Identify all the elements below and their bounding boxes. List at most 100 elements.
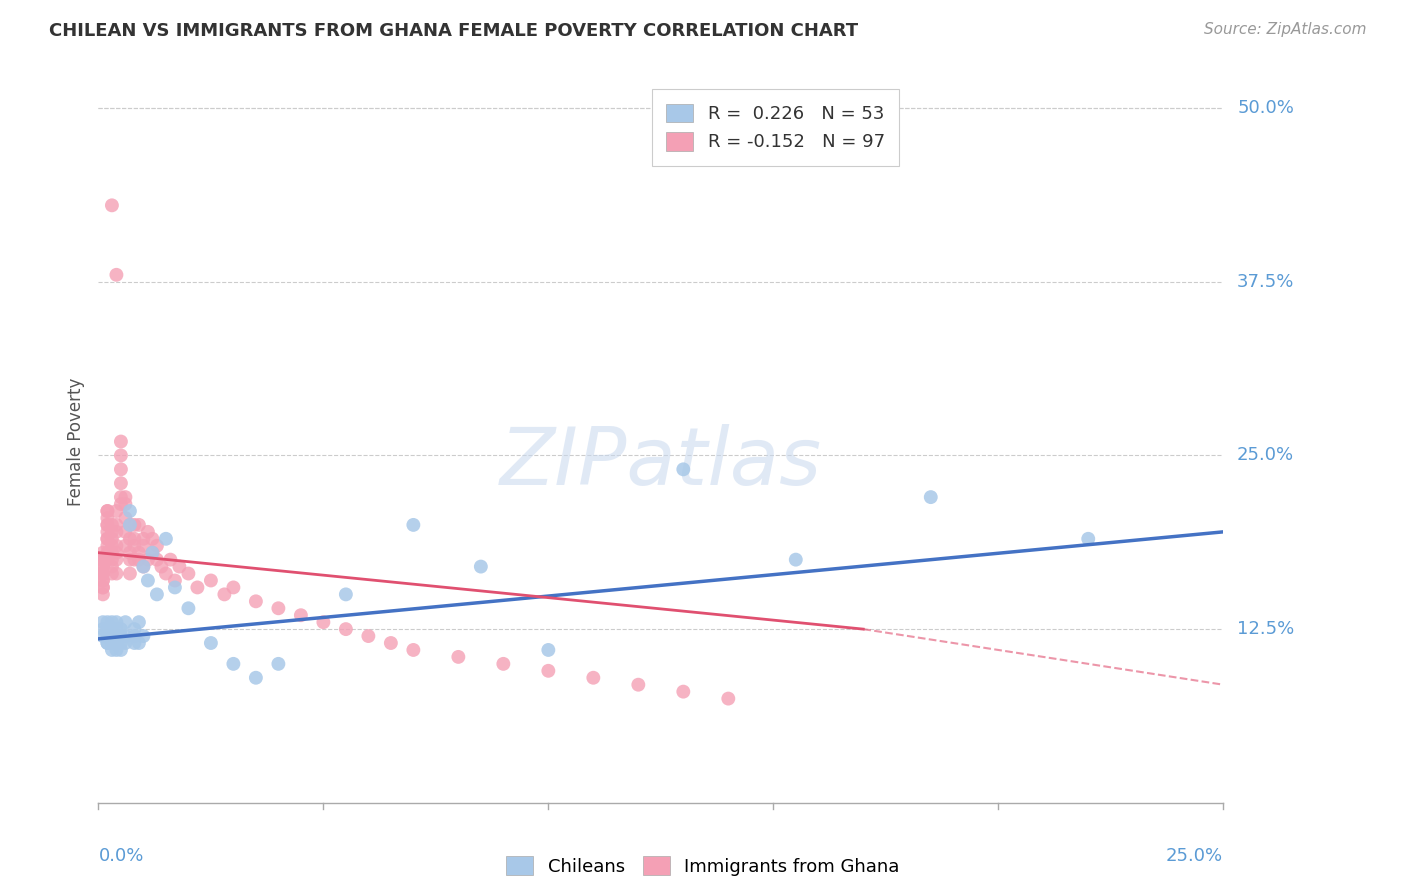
Point (105, 629, 128, 643)
Point (96, 517, 118, 532)
Point (101, 539, 124, 553)
Point (91, 552, 114, 566)
Point (114, 629, 136, 643)
Point (96, 504, 118, 518)
Point (146, 539, 169, 553)
Point (96, 532, 118, 546)
Point (105, 622, 128, 636)
Y-axis label: Female Poverty: Female Poverty (66, 377, 84, 506)
Point (96, 511, 118, 525)
Point (110, 449, 132, 463)
Point (155, 532, 177, 546)
Point (118, 504, 141, 518)
Point (101, 524, 124, 539)
Point (1077, 532, 1099, 546)
Point (96, 532, 118, 546)
Text: ZIPatlas: ZIPatlas (499, 425, 823, 502)
Point (105, 504, 128, 518)
Point (136, 574, 159, 588)
Point (110, 622, 132, 636)
Point (110, 490, 132, 504)
Text: Source: ZipAtlas.com: Source: ZipAtlas.com (1204, 22, 1367, 37)
Point (105, 539, 128, 553)
Point (118, 546, 141, 560)
Point (267, 601, 290, 615)
Point (91, 587, 114, 601)
Point (141, 546, 163, 560)
Point (380, 636, 402, 650)
Point (470, 559, 492, 574)
Point (118, 517, 141, 532)
Point (101, 629, 124, 643)
Point (357, 629, 380, 643)
Point (402, 517, 425, 532)
Point (163, 581, 186, 595)
Point (105, 546, 128, 560)
Point (96, 615, 118, 630)
Point (159, 552, 181, 566)
Point (96, 552, 118, 566)
Point (91, 574, 114, 588)
Point (91, 566, 114, 581)
Text: 37.5%: 37.5% (1237, 273, 1295, 291)
Point (91, 559, 114, 574)
Point (91, 581, 114, 595)
Point (177, 601, 200, 615)
Point (128, 517, 150, 532)
Point (105, 268, 128, 282)
Point (91, 552, 114, 566)
Point (91, 566, 114, 581)
Point (114, 524, 136, 539)
Point (245, 594, 267, 608)
Point (101, 517, 124, 532)
Text: 25.0%: 25.0% (1166, 847, 1223, 865)
Point (91, 546, 114, 560)
Text: 0.0%: 0.0% (98, 847, 143, 865)
Point (312, 615, 335, 630)
Point (132, 532, 155, 546)
Point (141, 532, 163, 546)
Text: CHILEAN VS IMMIGRANTS FROM GHANA FEMALE POVERTY CORRELATION CHART: CHILEAN VS IMMIGRANTS FROM GHANA FEMALE … (49, 22, 858, 40)
Point (101, 198, 124, 212)
Point (91, 629, 114, 643)
Point (402, 643, 425, 657)
Point (222, 657, 245, 671)
Point (101, 643, 124, 657)
Point (128, 636, 150, 650)
Point (96, 636, 118, 650)
Point (101, 629, 124, 643)
Point (335, 587, 357, 601)
Point (105, 524, 128, 539)
Point (110, 434, 132, 449)
Point (101, 622, 124, 636)
Point (118, 532, 141, 546)
Point (132, 629, 155, 643)
Point (96, 546, 118, 560)
Point (91, 559, 114, 574)
Point (114, 497, 136, 511)
Point (110, 636, 132, 650)
Point (124, 532, 146, 546)
Point (717, 691, 740, 706)
Legend: R =  0.226   N = 53, R = -0.152   N = 97: R = 0.226 N = 53, R = -0.152 N = 97 (652, 89, 900, 166)
Point (582, 671, 605, 685)
Point (146, 587, 169, 601)
Point (672, 684, 695, 698)
Point (91, 622, 114, 636)
Point (245, 671, 267, 685)
Point (492, 657, 515, 671)
Point (96, 636, 118, 650)
Point (114, 636, 136, 650)
Point (110, 497, 132, 511)
Point (101, 566, 124, 581)
Point (96, 539, 118, 553)
Point (96, 622, 118, 636)
Point (96, 517, 118, 532)
Point (114, 615, 136, 630)
Point (214, 587, 236, 601)
Point (128, 546, 150, 560)
Point (124, 636, 146, 650)
Point (101, 552, 124, 566)
Point (128, 552, 150, 566)
Point (118, 517, 141, 532)
